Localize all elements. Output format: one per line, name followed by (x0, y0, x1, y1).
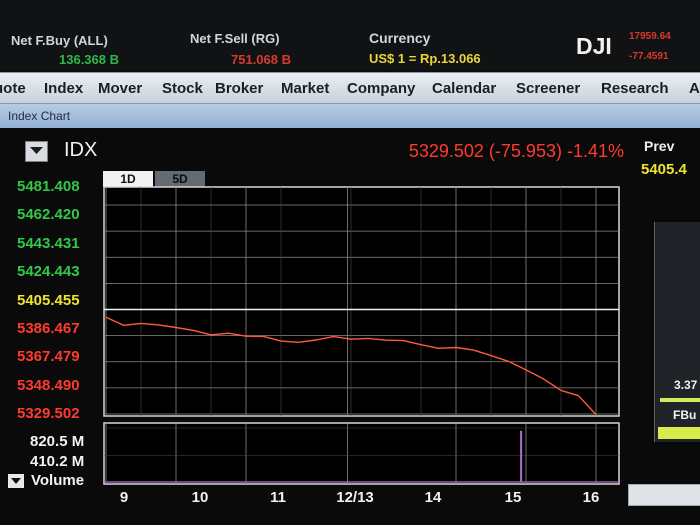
side-panel-fbuy-label: FBu (673, 408, 697, 422)
x-tick-label: 16 (582, 489, 600, 506)
y-tick-label: 5443.431 (17, 235, 80, 252)
menu-stock[interactable]: Stock (162, 80, 203, 97)
menu-more[interactable]: A (689, 80, 700, 97)
x-tick-label: 12/13 (336, 489, 374, 506)
x-tick-label: 14 (424, 489, 442, 506)
x-tick-label: 10 (191, 489, 209, 506)
volume-plot-frame (103, 422, 620, 485)
volume-tick-label: 820.5 M (30, 433, 85, 450)
x-tick-label: 15 (504, 489, 522, 506)
tab-1d[interactable]: 1D (103, 171, 153, 187)
dji-change: -77.4591 (629, 51, 669, 62)
chevron-down-icon (30, 147, 43, 154)
prev-value: 5405.4 (641, 161, 687, 178)
market-summary-bar: Net F.Buy (ALL) 136.368 B Net F.Sell (RG… (0, 0, 700, 70)
currency-label: Currency (369, 30, 431, 46)
y-tick-label: 5386.467 (17, 320, 80, 337)
window-title: Index Chart (8, 109, 71, 123)
symbol-dropdown-button[interactable] (25, 141, 48, 162)
dji-label: DJI (576, 33, 612, 59)
menu-calendar[interactable]: Calendar (432, 80, 497, 97)
last-price-change: 5329.502 (-75.953) -1.41% (408, 141, 624, 161)
volume-toggle-button[interactable] (8, 474, 24, 488)
tab-5d[interactable]: 5D (155, 171, 205, 187)
volume-tick-label: 410.2 M (30, 453, 85, 470)
net-fbuy-label: Net F.Buy (ALL) (11, 33, 108, 48)
side-panel (654, 222, 700, 442)
menu-mover[interactable]: Mover (98, 80, 143, 97)
menu-broker[interactable]: Broker (215, 80, 264, 97)
menu-index[interactable]: Index (44, 80, 84, 97)
side-panel-bar (660, 398, 700, 402)
x-tick-label: 11 (270, 489, 286, 506)
chart-symbol: IDX (64, 139, 98, 161)
menu-quote[interactable]: uote (0, 80, 26, 97)
y-tick-label: 5405.455 (17, 292, 80, 309)
currency-value: US$ 1 = Rp.13.066 (369, 51, 481, 66)
price-plot-frame (103, 186, 620, 417)
main-menu: uote Index Mover Stock Broker Market Com… (0, 72, 700, 104)
menu-research[interactable]: Research (601, 80, 669, 97)
net-fsell-value: 751.068 B (231, 52, 291, 67)
side-panel-indicator (658, 427, 700, 439)
y-tick-label: 5329.502 (17, 405, 80, 422)
y-tick-label: 5348.490 (17, 377, 80, 394)
volume-label: Volume (31, 472, 85, 489)
dji-value: 17959.64 (629, 31, 671, 42)
y-tick-label: 5462.420 (17, 206, 80, 223)
y-tick-label: 5424.443 (17, 263, 80, 280)
x-tick-label: 9 (119, 489, 129, 506)
window-title-bar: Index Chart (0, 104, 700, 128)
side-panel-value: 3.37 (674, 378, 698, 392)
y-tick-label: 5367.479 (17, 348, 80, 365)
chevron-down-icon (11, 478, 21, 484)
price-line (105, 316, 597, 416)
net-fsell-label: Net F.Sell (RG) (190, 31, 280, 46)
menu-market[interactable]: Market (281, 80, 330, 97)
menu-company[interactable]: Company (347, 80, 416, 97)
y-tick-label: 5481.408 (17, 178, 80, 195)
menu-screener[interactable]: Screener (516, 80, 581, 97)
prev-label: Prev (644, 138, 675, 154)
net-fbuy-value: 136.368 B (59, 52, 119, 67)
bottom-button[interactable] (628, 484, 700, 506)
